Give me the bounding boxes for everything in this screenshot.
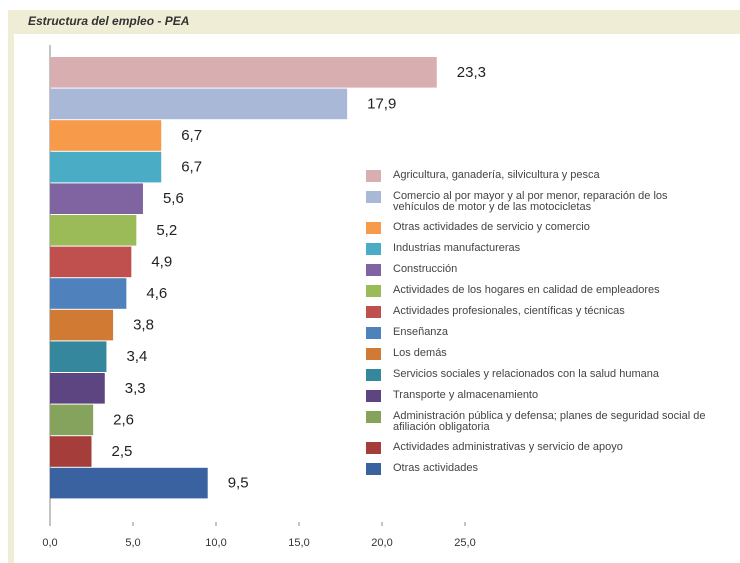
- value-label: 5,6: [163, 190, 184, 207]
- legend-item: Administración pública y defensa; planes…: [366, 411, 711, 433]
- bar: [50, 309, 114, 341]
- value-label: 3,3: [125, 380, 146, 397]
- legend-item: Los demás: [366, 348, 711, 360]
- legend-swatch: [366, 369, 381, 381]
- value-label: 2,5: [112, 443, 133, 460]
- legend-label: Otras actividades de servicio y comercio: [393, 221, 590, 233]
- value-label: 6,7: [181, 127, 202, 144]
- frame: [8, 34, 14, 563]
- legend-swatch: [366, 442, 381, 454]
- legend-label: Actividades administrativas y servicio d…: [393, 441, 623, 453]
- legend-swatch: [366, 285, 381, 297]
- legend-label: Otras actividades: [393, 462, 478, 474]
- legend-label: Los demás: [393, 347, 447, 359]
- legend-item: Servicios sociales y relacionados con la…: [366, 369, 711, 381]
- legend-item: Transporte y almacenamiento: [366, 390, 711, 402]
- bar: [50, 215, 137, 246]
- x-tick-label: 20,0: [371, 537, 392, 549]
- legend-swatch: [366, 348, 381, 360]
- legend-item: Actividades administrativas y servicio d…: [366, 442, 711, 454]
- legend-swatch: [366, 463, 381, 475]
- value-label: 3,8: [133, 317, 154, 334]
- title-bar: [8, 10, 740, 34]
- legend-item: Actividades de los hogares en calidad de…: [366, 285, 711, 297]
- bar: [50, 88, 348, 120]
- value-label: 2,6: [113, 411, 134, 428]
- x-tick-label: 15,0: [288, 537, 309, 549]
- x-tick-label: 10,0: [205, 537, 226, 549]
- value-label: 6,7: [181, 159, 202, 176]
- legend-item: Construcción: [366, 264, 711, 276]
- legend-label: Servicios sociales y relacionados con la…: [393, 368, 659, 380]
- legend-swatch: [366, 243, 381, 255]
- bar: [50, 183, 143, 214]
- x-tick-label: 25,0: [454, 537, 475, 549]
- value-label: 23,3: [457, 64, 486, 81]
- value-label: 4,6: [146, 285, 167, 302]
- legend-item: Otras actividades de servicio y comercio: [366, 222, 711, 234]
- bar: [50, 151, 162, 183]
- bar: [50, 246, 132, 278]
- legend-item: Agricultura, ganadería, silvicultura y p…: [366, 170, 711, 182]
- legend-swatch: [366, 306, 381, 318]
- legend-swatch: [366, 327, 381, 339]
- value-label: 3,4: [126, 348, 147, 365]
- legend-swatch: [366, 191, 381, 203]
- chart-title: Estructura del empleo - PEA: [28, 14, 189, 28]
- bar: [50, 278, 127, 309]
- legend-label: Enseñanza: [393, 326, 449, 338]
- value-label: 9,5: [228, 475, 249, 492]
- value-label: 4,9: [151, 253, 172, 270]
- legend-item: Enseñanza: [366, 327, 711, 339]
- legend-label: Agricultura, ganadería, silvicultura y p…: [393, 169, 600, 181]
- legend-item: Comercio al por mayor y al por menor, re…: [366, 191, 711, 213]
- value-label: 17,9: [367, 95, 396, 112]
- legend-swatch: [366, 411, 381, 423]
- x-tick-label: 0,0: [42, 537, 57, 549]
- bar: [50, 404, 94, 436]
- legend-label: Actividades de los hogares en calidad de…: [393, 284, 660, 296]
- legend-swatch: [366, 170, 381, 182]
- bar: [50, 120, 162, 151]
- legend-item: Industrias manufactureras: [366, 243, 711, 255]
- legend-label: Actividades profesionales, científicas y…: [393, 305, 625, 317]
- legend-item: Actividades profesionales, científicas y…: [366, 306, 711, 318]
- bar: [50, 341, 107, 372]
- legend-swatch: [366, 222, 381, 234]
- legend-swatch: [366, 390, 381, 402]
- bar: [50, 436, 92, 467]
- legend-swatch: [366, 264, 381, 276]
- bar: [50, 467, 208, 499]
- bar: [50, 57, 437, 88]
- legend-item: Otras actividades: [366, 463, 711, 475]
- legend-label: Construcción: [393, 263, 458, 275]
- legend: Agricultura, ganadería, silvicultura y p…: [366, 170, 711, 475]
- value-label: 5,2: [156, 222, 177, 239]
- legend-label: Transporte y almacenamiento: [393, 389, 539, 401]
- legend-label: Industrias manufactureras: [393, 242, 521, 254]
- legend-label: Administración pública y defensa; planes…: [393, 410, 706, 433]
- legend-label: Comercio al por mayor y al por menor, re…: [393, 190, 668, 213]
- x-tick-label: 5,0: [125, 537, 140, 549]
- bar: [50, 373, 105, 404]
